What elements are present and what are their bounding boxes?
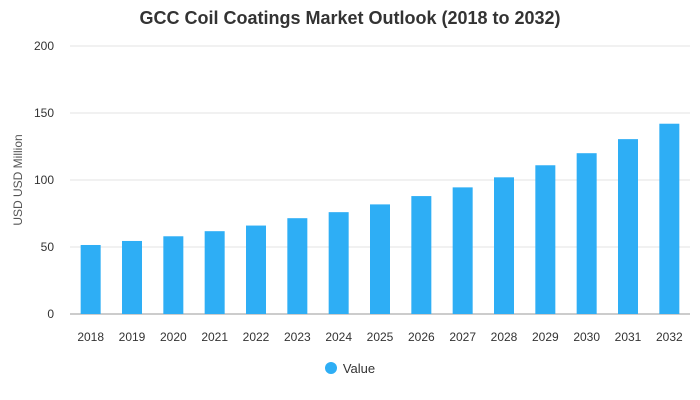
bar-2028[interactable] — [494, 177, 514, 314]
bar-2025[interactable] — [370, 204, 390, 314]
y-tick-label: 150 — [34, 106, 54, 120]
bar-2018[interactable] — [80, 244, 101, 314]
bar-2027[interactable] — [452, 187, 473, 314]
legend[interactable]: Value — [0, 361, 700, 376]
x-tick-label: 2030 — [573, 330, 600, 344]
y-tick-label: 100 — [34, 173, 54, 187]
bar-2022[interactable] — [246, 225, 266, 314]
x-tick-label: 2031 — [615, 330, 642, 344]
x-tick-label: 2020 — [160, 330, 187, 344]
x-tick-label: 2019 — [119, 330, 146, 344]
y-tick-label: 0 — [47, 307, 54, 321]
x-tick-label: 2029 — [532, 330, 559, 344]
x-tick-label: 2024 — [325, 330, 352, 344]
x-tick-label: 2023 — [284, 330, 311, 344]
y-tick-label: 200 — [34, 39, 54, 53]
bar-2023[interactable] — [287, 218, 308, 314]
legend-label: Value — [342, 361, 376, 376]
chart-title: GCC Coil Coatings Market Outlook (2018 t… — [139, 8, 561, 28]
bar-2021[interactable] — [204, 231, 225, 314]
bar-2031[interactable] — [618, 139, 638, 314]
bar-2024[interactable] — [328, 212, 349, 314]
x-tick-label: 2027 — [449, 330, 476, 344]
bar-2020[interactable] — [163, 236, 184, 314]
y-axis-title: USD USD Million — [11, 134, 25, 225]
y-tick-label: 50 — [41, 240, 55, 254]
x-tick-label: 2022 — [243, 330, 270, 344]
x-tick-label: 2018 — [77, 330, 104, 344]
x-tick-label: 2032 — [656, 330, 683, 344]
bar-2032[interactable] — [659, 123, 680, 314]
x-tick-label: 2021 — [201, 330, 228, 344]
bar-2029[interactable] — [535, 165, 556, 314]
legend-swatch — [324, 362, 337, 374]
x-tick-label: 2025 — [367, 330, 394, 344]
bar-2026[interactable] — [411, 196, 432, 314]
x-tick-label: 2028 — [491, 330, 518, 344]
x-tick-label: 2026 — [408, 330, 435, 344]
bar-2030[interactable] — [576, 153, 597, 314]
bar-2019[interactable] — [122, 240, 142, 314]
